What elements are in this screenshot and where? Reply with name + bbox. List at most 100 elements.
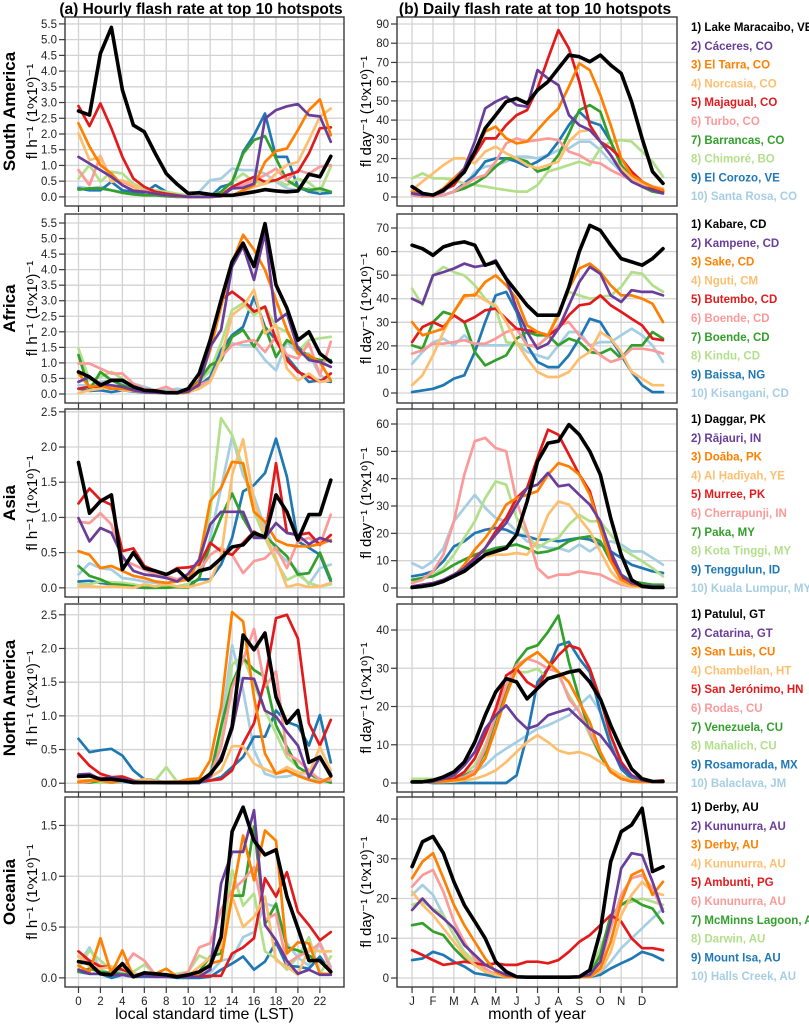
y-tick-label: 20 [376,528,389,540]
y-tick-label: 2.5 [41,311,57,323]
legend-item: 5) Butembo, CD [691,294,777,306]
x-tick-label: 14 [226,996,239,1008]
legend-item: 9) Baissa, NG [691,369,765,381]
y-tick-label: 3.0 [41,296,57,308]
series-group [410,422,665,590]
y-tick-label: 0.0 [41,389,57,401]
y-axis: 0.0 0.5 1.0 1.5 [41,820,65,985]
series-line-1-1-daggar-pk [76,460,333,582]
series-line-6-6-boende-cd [410,320,665,364]
hourly-chart-asia: 0.0 0.5 1.0 1.5 2.0 2.5 Asia fl h⁻¹ (1ᵒx1ᵒ)⁻¹ [0,407,345,603]
x-tick-label: S [576,996,584,1008]
x-axis-title: local standard time (LST) [115,1006,294,1023]
region-label: Oceania [0,858,19,925]
y-axis: 0.0 0.5 1.0 1.5 2.0 2.5 3.0 3.5 4.0 4.5 5.0 5.5 [41,19,65,204]
y-tick-label: 4.5 [41,249,57,261]
y-tick-label: 5.5 [41,19,57,31]
legend-item: 4) Nguti, CM [691,275,758,287]
x-tick-label: 22 [313,996,326,1008]
y-tick-label: 2.0 [41,327,57,339]
plot-frame [64,603,345,793]
legend-africa: 1) Kabare, CD 2) Kampene, CD 3) Sake, CD 4)… [691,219,789,400]
y-axis: 0.0 0.5 1.0 1.5 2.0 2.5 3.0 3.5 4.0 4.5 5.0 5.5 [41,218,65,401]
legend-item: 6) Cherrapunji, IN [691,508,787,520]
y-axis: 0 10 20 30 40 [376,814,397,985]
legend-item: 1) Kabare, CD [691,219,766,231]
x-tick-label: N [617,996,625,1008]
legend-item: 7) Paka, MY [691,527,755,539]
legend-item: 6) Rodas, CU [691,703,763,715]
y-axis: 0 10 20 30 40 50 60 70 [376,223,397,400]
legend-item: 10) Santa Rosa, CO [691,191,797,203]
legend-item: 2) Kampene, CD [691,238,779,250]
series-group [76,416,333,590]
x-tick-label: 8 [163,996,169,1008]
y-tick-label: 3.5 [41,280,57,292]
y-tick-label: 50 [376,446,389,458]
series-group [410,28,665,198]
series-line-1-1-lake-maracaibo-ve [76,25,333,198]
legend-item: 5) Murree, PK [691,489,766,501]
x-tick-label: 12 [204,996,217,1008]
y-tick-label: 30 [376,663,389,675]
y-axis-title: fl h⁻¹ (1ᵒx1ᵒ)⁻¹ [24,650,41,746]
legend-item: 8) Mañalich, CU [691,741,777,753]
panel-b-title: (b) Daily flash rate at top 10 hotspots [399,1,671,18]
daily-chart-south-america: 0 10 20 30 40 50 60 70 80 90 fl day⁻¹ (1ᵒx1ᵒ)⁻¹ 1) … [358,16,809,212]
series-line-6-6-turbo-co [410,137,665,198]
series-line-5-5-ambunti-pg [410,913,665,967]
y-axis: 0.0 0.5 1.0 1.5 2.0 2.5 [41,610,65,790]
legend-south-america: 1) Lake Maracaibo, VE 2) Cáceres, CO 3) El… [691,22,809,203]
x-tick-label: A [555,996,563,1008]
plot-frame [64,796,345,988]
series-line-2-2-catarina-gt [410,704,665,784]
legend-asia: 1) Daggar, PK 2) Rājauri, IN 3) Doāba, PK 4… [691,414,809,595]
y-tick-label: 0 [383,583,389,595]
series-line-7-7-boende-cd [77,325,333,395]
legend-item: 4) Al Ḥadīyah, YE [691,470,785,482]
y-tick-label: 0 [383,778,389,790]
series-line-3-3-do-ba-pk [77,460,333,585]
legend-item: 3) San Luis, CU [691,647,775,659]
x-tick-label: J [535,996,541,1008]
y-tick-label: 5.5 [41,218,57,230]
x-tick-label: 2 [97,996,103,1008]
y-tick-label: 0 [383,973,389,985]
y-tick-label: 10 [376,364,389,376]
legend-item: 5) Ambunti, PG [691,877,774,889]
series-group [76,221,333,395]
x-axis [77,597,321,603]
legend-item: 2) Cáceres, CO [691,41,773,53]
legend-item: 4) Chambellan, HT [691,665,791,677]
y-tick-label: 60 [376,77,389,89]
daily-chart-africa: 0 10 20 30 40 50 60 70 fl day⁻¹ (1ᵒx1ᵒ)⁻¹ 1) Kaba… [358,213,789,409]
series-line-10-10-kisangani-cd [410,327,665,366]
series-line-1-1-derby-au [76,805,333,979]
plot-frame [64,408,345,598]
legend-item: 6) Boende, CD [691,313,770,325]
legend-item: 7) McMinns Lagoon, AU [691,915,809,927]
legend-item: 6) Turbo, CO [691,116,760,128]
legend-item: 8) Kindu, CD [691,351,760,363]
y-axis-title: fl day⁻¹ (1ᵒx1ᵒ)⁻¹ [358,642,375,753]
y-tick-label: 40 [376,294,389,306]
y-tick-label: 0 [383,388,389,400]
series-group [410,614,665,785]
legend-item: 7) Venezuela, CU [691,722,783,734]
daily-chart-asia: 0 10 20 30 40 50 60 fl day⁻¹ (1ᵒx1ᵒ)⁻¹ 1) Daggar… [358,408,809,603]
legend-item: 7) Barrancas, CO [691,135,784,147]
y-tick-label: 4.5 [41,50,57,62]
x-tick-label: 18 [270,996,283,1008]
y-tick-label: 2.5 [41,113,57,125]
series-line-5-5-ambunti-pg [77,870,333,979]
y-tick-label: 1.5 [41,342,57,354]
y-tick-label: 70 [376,57,389,69]
plot-frame [64,213,345,404]
series-group [410,806,665,980]
series-line-1-1-derby-au [410,806,665,980]
legend-item: 2) Rājauri, IN [691,433,761,445]
